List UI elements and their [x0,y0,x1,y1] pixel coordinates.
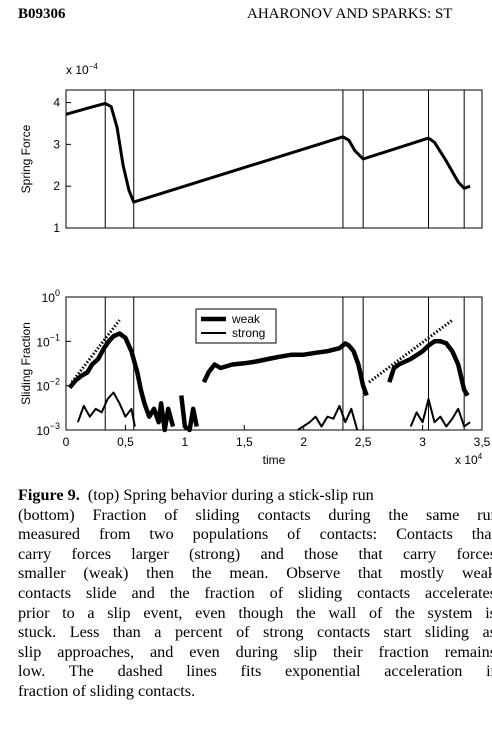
header-left: B09306 [18,6,66,22]
y-axis-label: Spring Force [19,124,33,193]
x-tick-label: 3 [419,435,426,449]
caption-text: (top) Spring behavior during a stick-sli… [87,486,374,504]
multiplier-exp: −4 [89,62,99,71]
y-tick-label: 10−3 [36,421,60,438]
axes-box [65,296,483,431]
multiplier: x 10−4 [66,62,98,77]
y-tick-label: 4 [53,96,60,110]
series-line [67,331,470,433]
y-tick-exp: −2 [50,377,60,387]
y-tick-exp: −3 [50,421,60,431]
caption-line: smaller (weak) then the mean. Observe th… [18,564,492,583]
y-axis-label: Sliding Fraction [19,322,33,405]
y-tick-label: 3 [53,137,60,151]
caption-line: low. The dashed lines fits exponential a… [18,662,492,681]
fit-line [70,319,121,384]
legend-box [195,308,277,344]
y-tick-label: 2 [53,179,60,193]
x-tick-label: 1,5 [236,435,253,449]
caption-line: measured from two populations of contact… [18,525,492,544]
caption-line: slip approaches, and even during slip th… [18,642,492,661]
multiplier-base: x 10 [66,63,89,77]
y-tick-base: 10 [36,424,50,438]
axes-box [65,89,483,229]
y-tick-label: 10−2 [36,377,60,394]
caption: Figure 9. (top) Spring behavior during a… [18,486,492,702]
x-tick-label: 1 [182,435,189,449]
y-tick-label: 10−1 [36,332,60,349]
x-tick-label: 0 [63,435,70,449]
caption-line: prior to a slip event, even though the w… [18,603,492,622]
y-tick-label: 100 [42,288,60,305]
multiplier-base: x 10 [455,453,478,467]
legend-label: weak [231,312,261,326]
series-line [76,391,471,431]
caption-line: carry forces larger (strong) and those t… [18,544,492,563]
x-axis-label: time [263,453,286,467]
series-line [65,101,471,204]
multiplier: x 104 [455,452,483,467]
caption-line: (bottom) Fraction of sliding contacts du… [18,505,492,524]
y-tick-base: 10 [36,335,50,349]
y-tick-exp: −1 [50,332,60,342]
caption-line: fraction of sliding contacts. [18,681,196,700]
y-tick-base: 10 [42,291,56,305]
y-tick-label: 1 [53,221,60,235]
caption-line: Figure 9. (top) Spring behavior during a… [18,486,492,506]
x-tick-label: 0,5 [117,435,134,449]
y-tick-base: 10 [36,380,50,394]
caption-line: contacts slide and the fraction of slidi… [18,583,492,602]
x-tick-label: 3,5 [474,435,491,449]
x-tick-label: 2,5 [355,435,372,449]
x-tick-label: 2 [300,435,307,449]
caption-line: stuck. Less than a percent of strong con… [18,623,492,642]
header-right: AHARONOV AND SPARKS: ST [247,6,453,22]
figure-label: Figure 9. [18,486,80,504]
legend-label: strong [232,326,265,340]
fit-line [368,318,454,384]
multiplier-exp: 4 [478,452,483,461]
y-tick-exp: 0 [55,288,60,298]
